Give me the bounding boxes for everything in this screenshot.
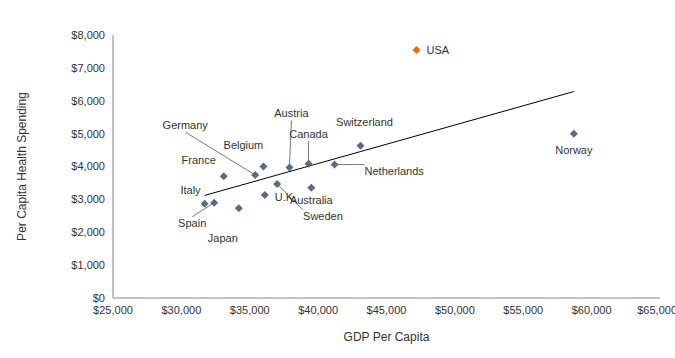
- svg-text:$45,000: $45,000: [367, 304, 407, 316]
- svg-text:Norway: Norway: [555, 144, 593, 156]
- svg-text:Belgium: Belgium: [224, 139, 264, 151]
- svg-text:$4,000: $4,000: [71, 160, 105, 172]
- svg-text:Per Capita Health Spending: Per Capita Health Spending: [15, 92, 29, 241]
- svg-text:GDP Per Capita: GDP Per Capita: [344, 330, 430, 344]
- svg-text:$2,000: $2,000: [71, 226, 105, 238]
- svg-text:$5,000: $5,000: [71, 128, 105, 140]
- svg-text:$60,000: $60,000: [572, 304, 612, 316]
- svg-text:Canada: Canada: [289, 128, 328, 140]
- svg-text:France: France: [182, 154, 216, 166]
- svg-text:USA: USA: [427, 44, 450, 56]
- svg-text:$40,000: $40,000: [298, 304, 338, 316]
- svg-text:$30,000: $30,000: [161, 304, 201, 316]
- svg-text:Switzerland: Switzerland: [336, 116, 393, 128]
- svg-text:Sweden: Sweden: [303, 210, 343, 222]
- svg-text:$8,000: $8,000: [71, 29, 105, 41]
- svg-text:$55,000: $55,000: [503, 304, 543, 316]
- svg-text:Japan: Japan: [208, 232, 238, 244]
- svg-text:Australia: Australia: [290, 194, 334, 206]
- svg-text:$0: $0: [93, 292, 105, 304]
- svg-text:Germany: Germany: [163, 119, 209, 131]
- svg-text:$50,000: $50,000: [435, 304, 475, 316]
- svg-text:$25,000: $25,000: [93, 304, 133, 316]
- svg-text:$7,000: $7,000: [71, 62, 105, 74]
- svg-text:$3,000: $3,000: [71, 193, 105, 205]
- svg-text:$65,000: $65,000: [637, 304, 667, 316]
- svg-text:Italy: Italy: [180, 184, 201, 196]
- svg-text:U.K.: U.K.: [274, 191, 297, 204]
- svg-text:Netherlands: Netherlands: [365, 165, 425, 177]
- svg-text:Austria: Austria: [274, 107, 309, 119]
- svg-text:$35,000: $35,000: [230, 304, 270, 316]
- svg-text:$6,000: $6,000: [71, 95, 105, 107]
- svg-text:Spain: Spain: [178, 217, 206, 229]
- svg-text:$1,000: $1,000: [71, 259, 105, 271]
